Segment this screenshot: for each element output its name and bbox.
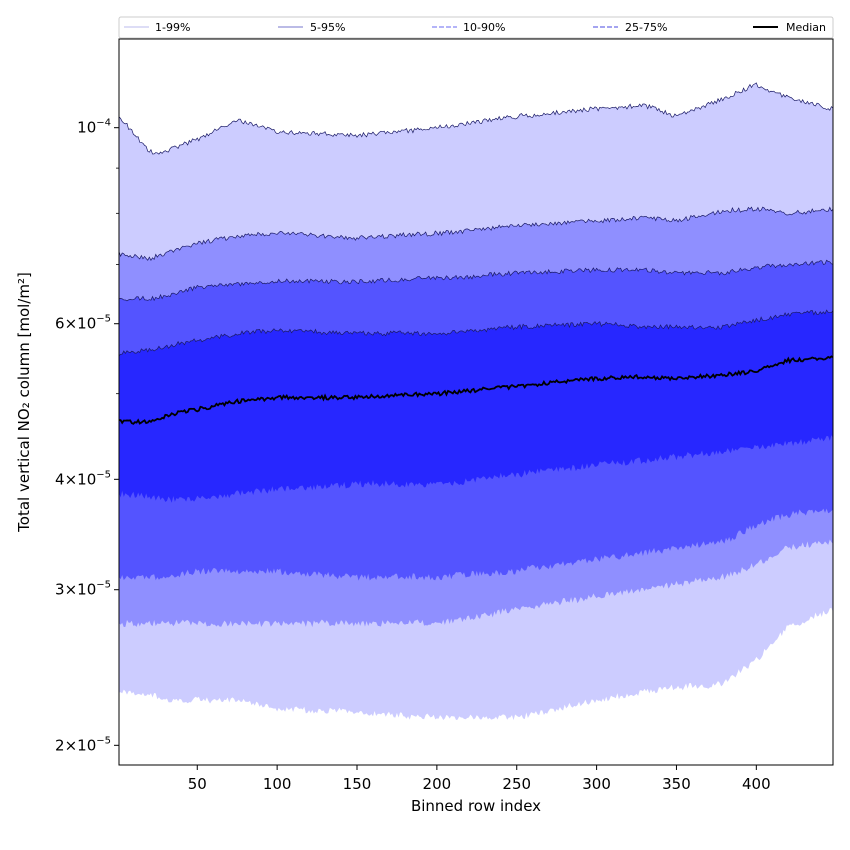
legend-label: 25-75% bbox=[625, 21, 667, 34]
plot-frame bbox=[118, 38, 834, 766]
y-tick-label: 10−4 bbox=[77, 118, 111, 137]
band-upper-edge-10-90% bbox=[119, 259, 833, 302]
y-tick-label: 6×10−5 bbox=[55, 314, 111, 333]
legend-box bbox=[118, 16, 834, 39]
legend-label: 5-95% bbox=[310, 21, 345, 34]
median-layer bbox=[119, 355, 833, 425]
legend-label: 1-99% bbox=[155, 21, 190, 34]
band-upper-edge-1-99% bbox=[119, 82, 833, 155]
legend-label: 10-90% bbox=[463, 21, 505, 34]
band-upper-edge-25-75% bbox=[119, 309, 833, 356]
bands-layer bbox=[119, 82, 833, 721]
x-tick-label: 50 bbox=[188, 775, 207, 793]
x-tick-label: 100 bbox=[263, 775, 292, 793]
median-line bbox=[119, 355, 833, 425]
x-tick-label: 250 bbox=[502, 775, 531, 793]
x-axis-label: Binned row index bbox=[411, 797, 541, 815]
x-tick-label: 350 bbox=[662, 775, 691, 793]
legend: 1-99% 5-95% 10-90% 25-75% Median bbox=[118, 16, 834, 39]
x-tick-label: 150 bbox=[343, 775, 372, 793]
y-tick-label: 2×10−5 bbox=[55, 735, 111, 754]
y-tick-label: 4×10−5 bbox=[55, 469, 111, 488]
y-tick-label: 3×10−5 bbox=[55, 580, 111, 599]
band-25-75% bbox=[119, 310, 833, 503]
x-tick-label: 300 bbox=[582, 775, 611, 793]
y-axis-label: Total vertical NO₂ column [mol/m²] bbox=[15, 272, 33, 533]
legend-label: Median bbox=[786, 21, 826, 34]
y-axis: 2×10−5 3×10−5 4×10−5 6×10−5 10−4 bbox=[55, 118, 119, 754]
x-axis: 50 100 150 200 250 300 350 400 bbox=[188, 765, 771, 793]
band-upper-edge-5-95% bbox=[119, 206, 833, 261]
x-tick-label: 400 bbox=[742, 775, 771, 793]
x-tick-label: 200 bbox=[423, 775, 452, 793]
